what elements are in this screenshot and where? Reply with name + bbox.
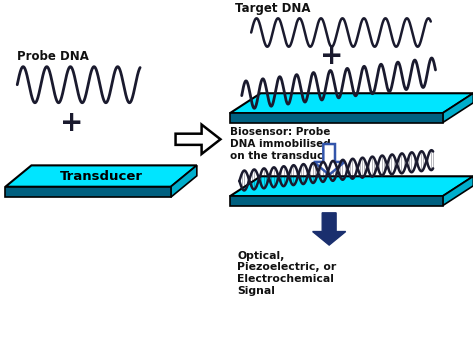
Polygon shape bbox=[171, 165, 197, 197]
Polygon shape bbox=[313, 213, 346, 245]
Polygon shape bbox=[230, 113, 443, 123]
Polygon shape bbox=[230, 176, 474, 196]
Text: +: + bbox=[320, 42, 343, 70]
Polygon shape bbox=[5, 165, 197, 187]
Polygon shape bbox=[443, 93, 474, 123]
Polygon shape bbox=[314, 144, 345, 175]
Polygon shape bbox=[230, 93, 474, 113]
Text: Biosensor: Probe
DNA immobilised
on the transducer: Biosensor: Probe DNA immobilised on the … bbox=[230, 127, 336, 161]
Text: Optical,
Piezoelectric, or
Electrochemical
Signal: Optical, Piezoelectric, or Electrochemic… bbox=[237, 251, 336, 295]
Text: Transducer: Transducer bbox=[60, 170, 143, 183]
Text: Target DNA: Target DNA bbox=[235, 2, 310, 15]
Polygon shape bbox=[175, 125, 220, 154]
Polygon shape bbox=[443, 176, 474, 206]
Text: +: + bbox=[60, 109, 83, 137]
Polygon shape bbox=[5, 187, 171, 197]
Text: Probe DNA: Probe DNA bbox=[17, 50, 89, 63]
Polygon shape bbox=[230, 196, 443, 206]
